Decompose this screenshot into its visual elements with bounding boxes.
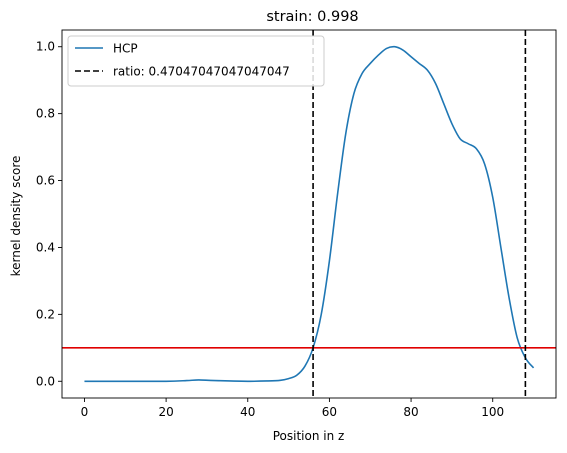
legend-box: [67, 35, 325, 87]
chart-title: strain: 0.998: [266, 9, 358, 25]
x-axis-label: Position in z: [273, 429, 345, 443]
plot-area: [62, 30, 556, 398]
y-tick-label-2: 0.4: [36, 240, 55, 254]
x-tick-label-1: 20: [158, 405, 173, 419]
y-axis-label: kernel density score: [9, 156, 23, 277]
series-line-0: [84, 45, 535, 383]
y-tick-label-3: 0.6: [36, 174, 55, 188]
y-tick-label-4: 0.8: [36, 107, 55, 121]
y-tick-label-1: 0.2: [36, 307, 55, 321]
x-tick-label-4: 80: [403, 405, 418, 419]
x-tick-label-0: 0: [81, 405, 89, 419]
legend: HCP ratio: 0.47047047047047047: [67, 35, 325, 87]
axes: 0 20 40 60 80 100 0.0 0.2 0.4 0.6 0.8 1.0: [36, 29, 557, 419]
x-tick-label-5: 100: [481, 405, 504, 419]
y-tick-label-0: 0.0: [36, 374, 55, 388]
legend-label-vline-0: ratio: 0.47047047047047047: [113, 65, 290, 79]
legend-label-series-0: HCP: [113, 42, 138, 56]
y-tick-label-5: 1.0: [36, 40, 55, 54]
x-tick-label-2: 40: [240, 405, 255, 419]
x-tick-label-3: 60: [322, 405, 337, 419]
plot-content: [62, 30, 556, 398]
axes-frame: [61, 29, 557, 399]
